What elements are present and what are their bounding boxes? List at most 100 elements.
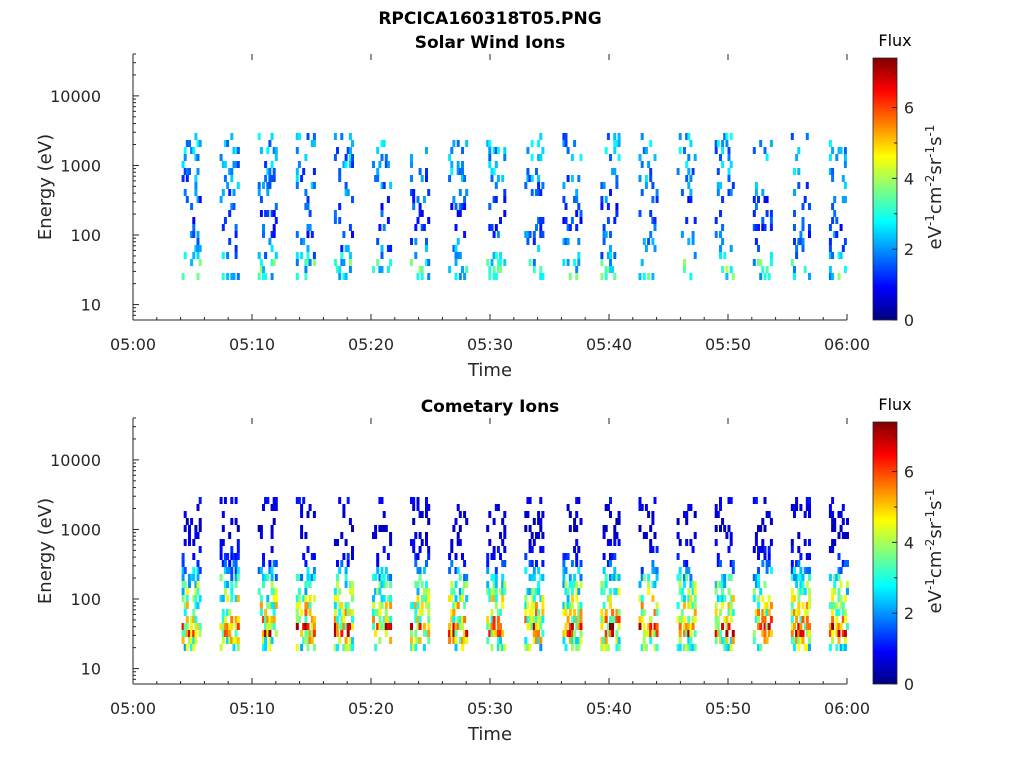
solar-wind-heatmap-cell xyxy=(716,140,720,147)
cometary-heatmap-cell xyxy=(374,609,378,616)
cometary-heatmap-cell xyxy=(221,511,225,518)
cometary-heatmap-cell xyxy=(416,588,420,595)
solar-wind-heatmap-cell xyxy=(797,182,801,189)
cometary-heatmap-cell xyxy=(797,546,801,553)
solar-wind-heatmap-cell xyxy=(196,252,200,259)
solar-wind-heatmap-cell xyxy=(729,245,733,252)
cometary-heatmap-cell xyxy=(378,616,382,623)
cometary-heatmap-cell xyxy=(678,644,682,651)
solar-wind-heatmap-cell xyxy=(380,203,384,210)
cometary-heatmap-cell xyxy=(304,616,308,623)
cometary-heatmap-cell xyxy=(808,637,811,644)
solar-wind-heatmap-cell xyxy=(831,217,835,224)
cometary-heatmap-cell xyxy=(274,560,278,567)
solar-wind-heatmap-cell xyxy=(230,133,234,140)
cometary-heatmap-cell xyxy=(642,623,646,630)
cometary-heatmap-cell xyxy=(754,616,758,623)
solar-wind-heatmap-cell xyxy=(604,147,608,154)
cometary-heatmap-cell xyxy=(831,630,835,637)
cometary-heatmap-cell xyxy=(272,623,276,630)
cometary-heatmap-cell xyxy=(678,581,682,588)
cometary-heatmap-cell xyxy=(376,567,380,574)
cometary-heatmap-cell xyxy=(427,588,431,595)
solar-wind-heatmap-cell xyxy=(765,196,769,203)
cometary-heatmap-cell xyxy=(198,567,202,574)
cometary-heatmap-cell xyxy=(642,630,646,637)
cometary-heatmap-cell xyxy=(693,511,697,518)
solar-wind-heatmap-cell xyxy=(537,217,541,224)
cometary-heatmap-cell xyxy=(609,616,612,623)
cometary-heatmap-cell xyxy=(236,553,240,560)
cometary-heatmap-cell xyxy=(795,497,799,504)
cometary-heatmap-cell xyxy=(342,504,346,511)
cometary-heatmap-cell xyxy=(638,581,642,588)
cometary-heatmap-cell xyxy=(384,616,388,623)
cometary-heatmap-cell xyxy=(719,630,722,637)
cometary-heatmap-cell xyxy=(380,497,384,504)
solar-wind-heatmap-cell xyxy=(422,196,426,203)
solar-wind-heatmap-cell xyxy=(539,273,543,280)
solar-wind-heatmap-cell xyxy=(613,273,617,280)
cometary-heatmap-cell xyxy=(270,616,274,623)
solar-wind-heatmap-cell xyxy=(651,217,655,224)
solar-wind-heatmap-cell xyxy=(257,189,261,196)
cometary-heatmap-cell xyxy=(232,644,236,651)
cometary-heatmap-cell xyxy=(727,644,731,651)
cometary-heatmap-cell xyxy=(577,637,581,644)
solar-wind-heatmap-cell xyxy=(416,273,420,280)
solar-wind-heatmap-cell xyxy=(568,224,572,231)
solar-wind-heatmap-cell xyxy=(499,266,502,273)
cometary-heatmap-cell xyxy=(461,644,464,651)
cometary-heatmap-cell xyxy=(344,567,348,574)
cometary-heatmap-cell xyxy=(346,553,350,560)
solar-wind-heatmap-cell xyxy=(266,210,270,217)
solar-wind-heatmap-cell xyxy=(183,147,187,154)
cometary-heatmap-cell xyxy=(609,574,612,581)
cometary-heatmap-cell xyxy=(304,595,308,602)
cometary-heatmap-cell xyxy=(378,602,382,609)
solar-wind-heatmap-cell xyxy=(615,210,619,217)
cometary-heatmap-cell xyxy=(427,616,431,623)
cometary-heatmap-cell xyxy=(450,588,454,595)
cometary-heatmap-cell xyxy=(843,616,847,623)
cometary-heatmap-cell xyxy=(841,504,845,511)
cometary-heatmap-cell xyxy=(494,581,498,588)
cometary-heatmap-cell xyxy=(839,595,843,602)
cometary-heatmap-cell xyxy=(691,623,695,630)
cometary-heatmap-cell xyxy=(833,574,837,581)
solar-wind-heatmap-cell xyxy=(389,245,393,252)
solar-wind-heatmap-cell xyxy=(420,210,424,217)
cometary-heatmap-cell xyxy=(262,581,265,588)
cometary-heatmap-cell xyxy=(488,539,492,546)
cometary-heatmap-cell xyxy=(306,602,310,609)
solar-wind-heatmap-cell xyxy=(486,140,490,147)
cometary-heatmap-cell xyxy=(575,581,579,588)
cometary-heatmap-cell xyxy=(312,511,316,518)
cometary-heatmap-cell xyxy=(609,553,612,560)
cometary-heatmap-cell xyxy=(638,595,642,602)
cometary-heatmap-cell xyxy=(302,595,306,602)
cometary-heatmap-cell xyxy=(763,623,767,630)
solar-wind-heatmap-cell xyxy=(615,182,619,189)
cometary-heatmap-cell xyxy=(655,546,659,553)
cometary-heatmap-cell xyxy=(304,560,308,567)
cometary-heatmap-cell xyxy=(721,637,725,644)
cometary-heatmap-cell xyxy=(427,553,431,560)
cometary-heatmap-cell xyxy=(649,616,653,623)
solar-wind-heatmap-cell xyxy=(192,224,196,231)
solar-wind-heatmap-cell xyxy=(384,161,388,168)
cometary-heatmap-cell xyxy=(577,588,581,595)
cometary-heatmap-cell xyxy=(528,546,532,553)
cometary-heatmap-cell xyxy=(757,602,760,609)
solar-wind-heatmap-cell xyxy=(839,224,843,231)
cometary-heatmap-cell xyxy=(376,560,380,567)
cometary-heatmap-cell xyxy=(198,546,202,553)
cometary-heatmap-cell xyxy=(376,623,380,630)
cometary-heatmap-cell xyxy=(382,616,386,623)
solar-wind-heatmap-cell xyxy=(793,224,796,231)
cometary-heatmap-cell xyxy=(266,630,270,637)
cometary-heatmap-cell xyxy=(579,637,583,644)
cometary-heatmap-cell xyxy=(843,609,847,616)
solar-wind-heatmap-cell xyxy=(727,168,731,175)
solar-wind-heatmap-cell xyxy=(228,238,232,245)
